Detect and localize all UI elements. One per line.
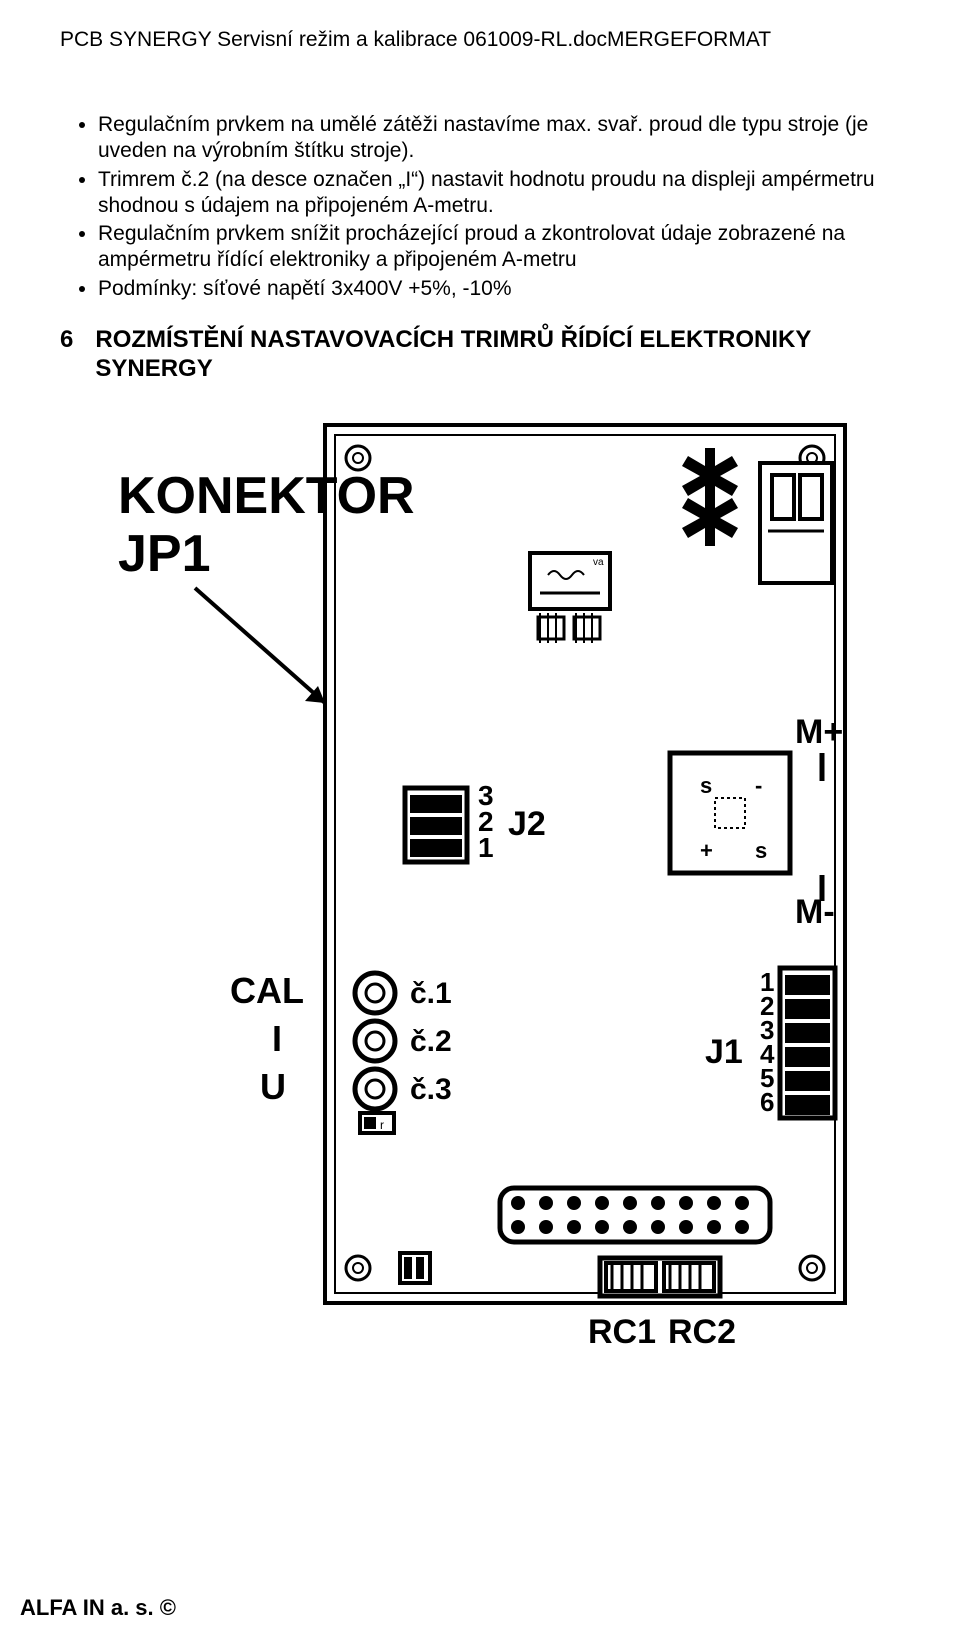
pcb-diagram: KONEKTOR JP1 va bbox=[100, 403, 860, 1383]
svg-text:s: s bbox=[700, 773, 712, 798]
bullet-item: Regulačním prvkem snížit procházející pr… bbox=[98, 221, 900, 274]
bullet-list: Regulačním prvkem na umělé zátěži nastav… bbox=[60, 112, 900, 302]
svg-text:r: r bbox=[380, 1118, 384, 1132]
top-right-connector bbox=[760, 463, 832, 583]
bullet-item: Trimrem č.2 (na desce označen „I“) nasta… bbox=[98, 167, 900, 220]
small-bottom-left bbox=[400, 1253, 430, 1283]
trim-label-1: č.1 bbox=[410, 977, 452, 1010]
trim-label-2: č.2 bbox=[410, 1025, 452, 1058]
j1-connector bbox=[780, 968, 835, 1118]
u-label: U bbox=[260, 1066, 286, 1107]
page: PCB SYNERGY Servisní režim a kalibrace 0… bbox=[0, 0, 960, 1631]
j2-label: J2 bbox=[508, 805, 546, 843]
small-center-component: va bbox=[530, 553, 610, 609]
document-header: PCB SYNERGY Servisní režim a kalibrace 0… bbox=[60, 28, 900, 52]
svg-text:-: - bbox=[755, 773, 762, 798]
svg-text:s: s bbox=[755, 838, 767, 863]
bottom-dip-row bbox=[500, 1188, 770, 1242]
rc1-label: RC1 bbox=[588, 1313, 656, 1351]
rc-connectors bbox=[600, 1258, 720, 1296]
svg-text:va: va bbox=[593, 557, 604, 568]
konektor-label: KONEKTOR bbox=[118, 467, 415, 525]
footer: ALFA IN a. s. © bbox=[20, 1595, 176, 1621]
m-minus-label: M- bbox=[795, 893, 835, 931]
j2-pin-1: 1 bbox=[478, 832, 494, 863]
svg-text:+: + bbox=[700, 838, 713, 863]
m-connector-block: s - s + bbox=[670, 753, 790, 873]
i-label: I bbox=[272, 1018, 282, 1059]
j1-pin-6: 6 bbox=[760, 1087, 774, 1117]
pcb-diagram-wrap: KONEKTOR JP1 va bbox=[60, 403, 900, 1383]
j1-label: J1 bbox=[705, 1033, 743, 1071]
section-number: 6 bbox=[60, 326, 73, 354]
cal-label: CAL bbox=[230, 970, 304, 1011]
bullet-item: Podmínky: síťové napětí 3x400V +5%, -10% bbox=[98, 276, 900, 302]
section-title: ROZMÍSTĚNÍ NASTAVOVACÍCH TRIMRŮ ŘÍDÍCÍ E… bbox=[95, 326, 900, 384]
rc2-label: RC2 bbox=[668, 1313, 736, 1351]
jp1-label: JP1 bbox=[118, 525, 211, 583]
m-plus-label: M+ bbox=[795, 713, 843, 751]
bullet-item: Regulačním prvkem na umělé zátěži nastav… bbox=[98, 112, 900, 165]
section-heading: 6 ROZMÍSTĚNÍ NASTAVOVACÍCH TRIMRŮ ŘÍDÍCÍ… bbox=[60, 326, 900, 384]
trim-label-3: č.3 bbox=[410, 1073, 452, 1106]
trimmers bbox=[355, 973, 395, 1109]
